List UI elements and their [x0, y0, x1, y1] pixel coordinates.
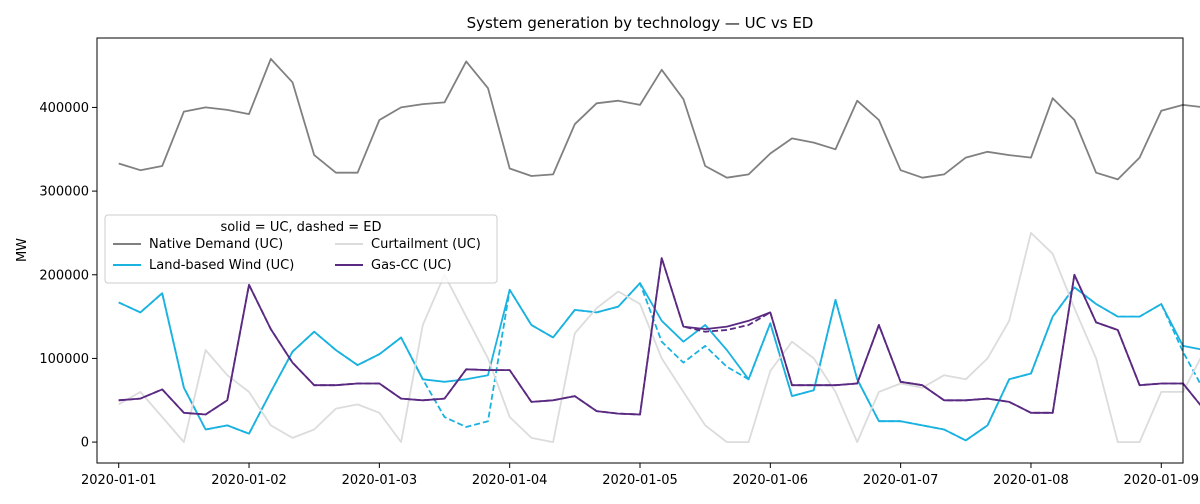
x-tick-label: 2020-01-01 [81, 473, 157, 488]
series-line-land-based-wind-ed [118, 282, 1200, 442]
y-tick-label: 200000 [39, 268, 89, 283]
chart-title: System generation by technology — UC vs … [467, 14, 814, 32]
series-line-curtailment-uc [118, 231, 1200, 444]
x-tick-label: 2020-01-08 [993, 473, 1069, 488]
x-axis: 2020-01-01 2020-01-02 2020-01-03 2020-01-04… [81, 463, 1199, 488]
legend-title: solid = UC, dashed = ED [220, 220, 381, 235]
x-tick-label: 2020-01-05 [602, 473, 678, 488]
legend-box [104, 214, 498, 284]
x-tick-label: 2020-01-03 [342, 473, 418, 488]
series-line-gas-cc-ed [118, 257, 1200, 416]
y-tick-label: 0 [81, 436, 89, 451]
y-tick-label: 100000 [39, 352, 89, 367]
y-tick-label: 400000 [39, 101, 89, 116]
legend-label: Land-based Wind (UC) [149, 258, 294, 273]
x-tick-label: 2020-01-06 [733, 473, 809, 488]
y-axis: 0 100000 200000 300000 400000 [39, 101, 97, 451]
series-line-land-based-wind-uc [118, 282, 1200, 442]
legend-label: Gas-CC (UC) [371, 258, 452, 273]
plot-area [96, 37, 1200, 464]
x-tick-label: 2020-01-04 [472, 473, 548, 488]
x-tick-label: 2020-01-02 [211, 473, 287, 488]
y-axis-label: MW [15, 238, 30, 262]
legend-label: Curtailment (UC) [371, 237, 481, 252]
x-tick-label: 2020-01-07 [863, 473, 939, 488]
y-tick-label: 300000 [39, 185, 89, 200]
legend-label: Native Demand (UC) [149, 237, 283, 252]
x-tick-label: 2020-01-09 [1123, 473, 1199, 488]
legend: solid = UC, dashed = ED Native Demand (UC… [104, 214, 498, 284]
series-line-native-demand-uc [118, 58, 1200, 181]
